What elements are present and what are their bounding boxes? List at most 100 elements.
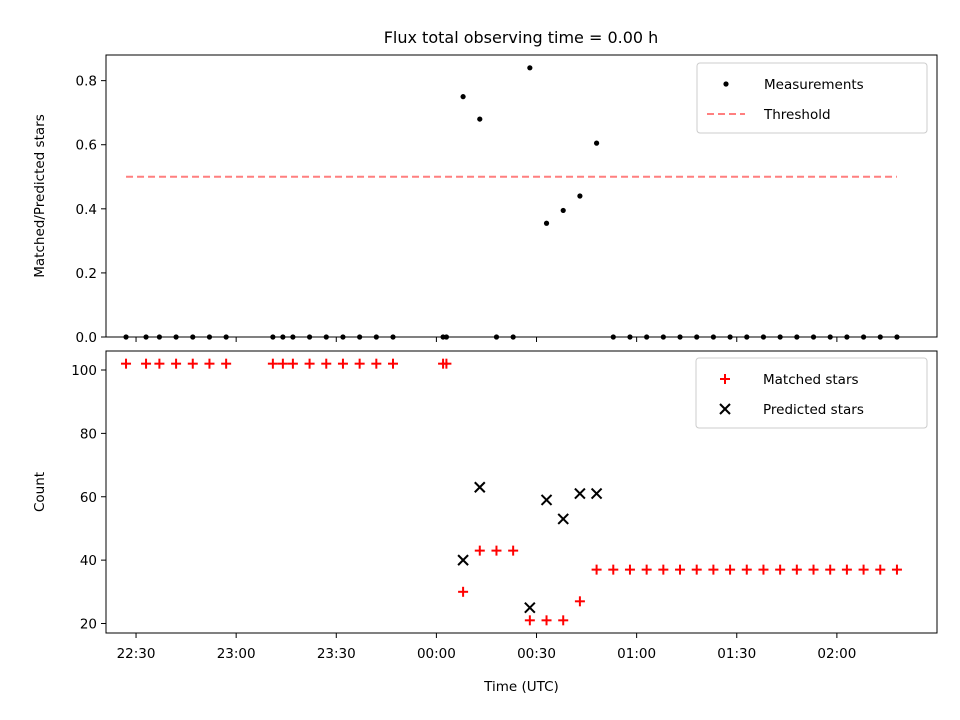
- x-b: [540, 494, 553, 506]
- legend-label: Measurements: [764, 77, 864, 93]
- matched-star-point: [458, 586, 469, 597]
- legend-label: Matched stars: [763, 372, 859, 388]
- y-tick-label: 100: [71, 363, 97, 379]
- measurement-point: [527, 65, 533, 71]
- matched-star-point: [858, 564, 869, 575]
- matched-star-point: [474, 545, 485, 556]
- legend: Matched stars Predicted stars: [695, 357, 928, 429]
- matched-star-point: [791, 564, 802, 575]
- y-tick-label: 40: [80, 553, 97, 569]
- x-tick-label: 23:00: [217, 646, 256, 662]
- measurement-point: [593, 140, 600, 146]
- matched-star-point: [371, 358, 382, 369]
- y-tick-label: 0.8: [76, 74, 97, 90]
- measurement-point: [460, 94, 466, 100]
- plot-frame: [105, 54, 938, 338]
- matched-star-point: [491, 545, 502, 556]
- y-tick-label: 0.6: [76, 138, 97, 154]
- x-tick-label: 02:00: [817, 646, 856, 662]
- y-tick-label: 0.0: [76, 330, 97, 346]
- x-b: [590, 487, 603, 500]
- legend-label: Threshold: [763, 107, 831, 123]
- matched-star-point: [624, 564, 635, 575]
- matched-star-point: [524, 615, 535, 626]
- matched-star-point: [691, 564, 702, 575]
- matched-star-point: [321, 358, 332, 369]
- y-tick-label: 20: [80, 616, 97, 632]
- matched-star-point: [187, 358, 198, 369]
- x-b: [457, 554, 469, 566]
- matched-star-point: [841, 564, 852, 575]
- x-b: [524, 601, 536, 614]
- matched-star-point: [267, 358, 278, 369]
- x-b: [557, 513, 569, 525]
- legend-label: Predicted stars: [763, 402, 864, 418]
- chart-title: Flux total observing time = 0.00 h: [384, 28, 659, 47]
- x-tick-label: 23:30: [317, 646, 356, 662]
- y-tick-label: 80: [80, 426, 97, 442]
- predicted-star-point: [474, 481, 486, 493]
- legend-measurement-swatch: [723, 81, 729, 87]
- top-panel: 0.0 0.2 0.4 0.6 0.8 Matched/Predicted stars Me…: [32, 54, 938, 346]
- matched-star-point: [675, 564, 686, 575]
- x-b: [574, 487, 586, 500]
- matched-star-point: [741, 564, 752, 575]
- matched-star-point: [154, 358, 165, 369]
- matched-star-point: [337, 358, 348, 369]
- x-axis-label: Time (UTC): [483, 679, 559, 695]
- matched-star-point: [591, 564, 602, 575]
- predicted-star-point: [540, 494, 553, 506]
- plot-frame: [105, 350, 938, 634]
- y-axis-label: Matched/Predicted stars: [32, 114, 48, 277]
- matched-star-point: [825, 564, 836, 575]
- y-tick-label: 0.4: [76, 202, 97, 218]
- predicted-star-point: [590, 487, 603, 500]
- matched-star-point: [658, 564, 669, 575]
- matched-star-point: [808, 564, 819, 575]
- y-tick-label: 60: [80, 490, 97, 506]
- matched-star-point: [875, 564, 886, 575]
- matched-star-point: [141, 358, 152, 369]
- legend-box: [696, 62, 928, 134]
- x-tick-label: 00:30: [517, 646, 556, 662]
- bottom-panel: 20 40 60 80 100 22:30 23:00 23:30 00:00 00:30 01:0…: [32, 350, 938, 695]
- matched-star-point: [775, 564, 786, 575]
- predicted-star-point: [524, 601, 536, 614]
- x-tick-label: 01:30: [717, 646, 756, 662]
- matched-star-point: [558, 615, 569, 626]
- matched-star-point: [508, 545, 519, 556]
- x-b: [474, 481, 486, 493]
- x-tick-label: 22:30: [117, 646, 156, 662]
- matched-star-point: [441, 358, 452, 369]
- matched-star-point: [541, 615, 552, 626]
- measurement-point: [477, 116, 483, 122]
- y-tick-label: 0.2: [76, 266, 97, 282]
- matched-star-point: [758, 564, 769, 575]
- matched-star-point: [708, 564, 719, 575]
- matched-star-point: [121, 358, 132, 369]
- matched-star-point: [221, 358, 232, 369]
- measurement-point: [543, 220, 550, 226]
- y-axis-label: Count: [32, 472, 48, 512]
- matched-star-point: [725, 564, 736, 575]
- predicted-star-point: [557, 513, 569, 525]
- predicted-star-point: [457, 554, 469, 566]
- matched-star-point: [641, 564, 652, 575]
- matched-star-point: [354, 358, 365, 369]
- matched-star-point: [277, 358, 288, 369]
- predicted-star-point: [574, 487, 586, 500]
- measurement-point: [577, 193, 583, 199]
- matched-star-point: [204, 358, 215, 369]
- legend: Measurements Threshold: [696, 62, 928, 134]
- matched-star-point: [891, 564, 902, 575]
- legend-predicted-swatch-b: [719, 403, 731, 415]
- matched-star-point: [304, 358, 315, 369]
- x-tick-label: 00:00: [417, 646, 456, 662]
- matched-star-point: [574, 596, 585, 607]
- measurement-point: [560, 207, 566, 214]
- x-tick-label: 01:00: [617, 646, 656, 662]
- matched-star-point: [608, 564, 619, 575]
- matched-star-point: [171, 358, 182, 369]
- matched-star-point: [388, 358, 399, 369]
